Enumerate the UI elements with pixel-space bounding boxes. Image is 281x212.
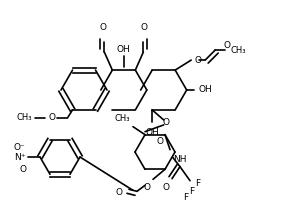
Text: O: O [143, 183, 150, 192]
Text: OH: OH [117, 45, 131, 54]
Text: O: O [141, 23, 148, 32]
Text: F: F [189, 187, 194, 196]
Text: CH₃: CH₃ [114, 114, 130, 123]
Text: N⁺: N⁺ [15, 152, 26, 162]
Text: CH₃: CH₃ [230, 46, 246, 54]
Text: O: O [100, 23, 107, 32]
Text: CH₃: CH₃ [17, 113, 33, 122]
Text: O⁻: O⁻ [13, 143, 25, 152]
Text: O: O [157, 138, 164, 146]
Text: O: O [162, 118, 169, 127]
Text: OH: OH [145, 128, 159, 137]
Text: O: O [49, 113, 56, 122]
Text: O: O [194, 56, 201, 65]
Text: O: O [162, 183, 169, 192]
Text: O: O [223, 40, 230, 50]
Text: NH: NH [173, 155, 187, 164]
Text: F: F [196, 179, 201, 188]
Text: O: O [19, 165, 26, 174]
Text: O: O [116, 188, 123, 197]
Text: F: F [183, 193, 189, 202]
Text: OH: OH [199, 85, 212, 95]
